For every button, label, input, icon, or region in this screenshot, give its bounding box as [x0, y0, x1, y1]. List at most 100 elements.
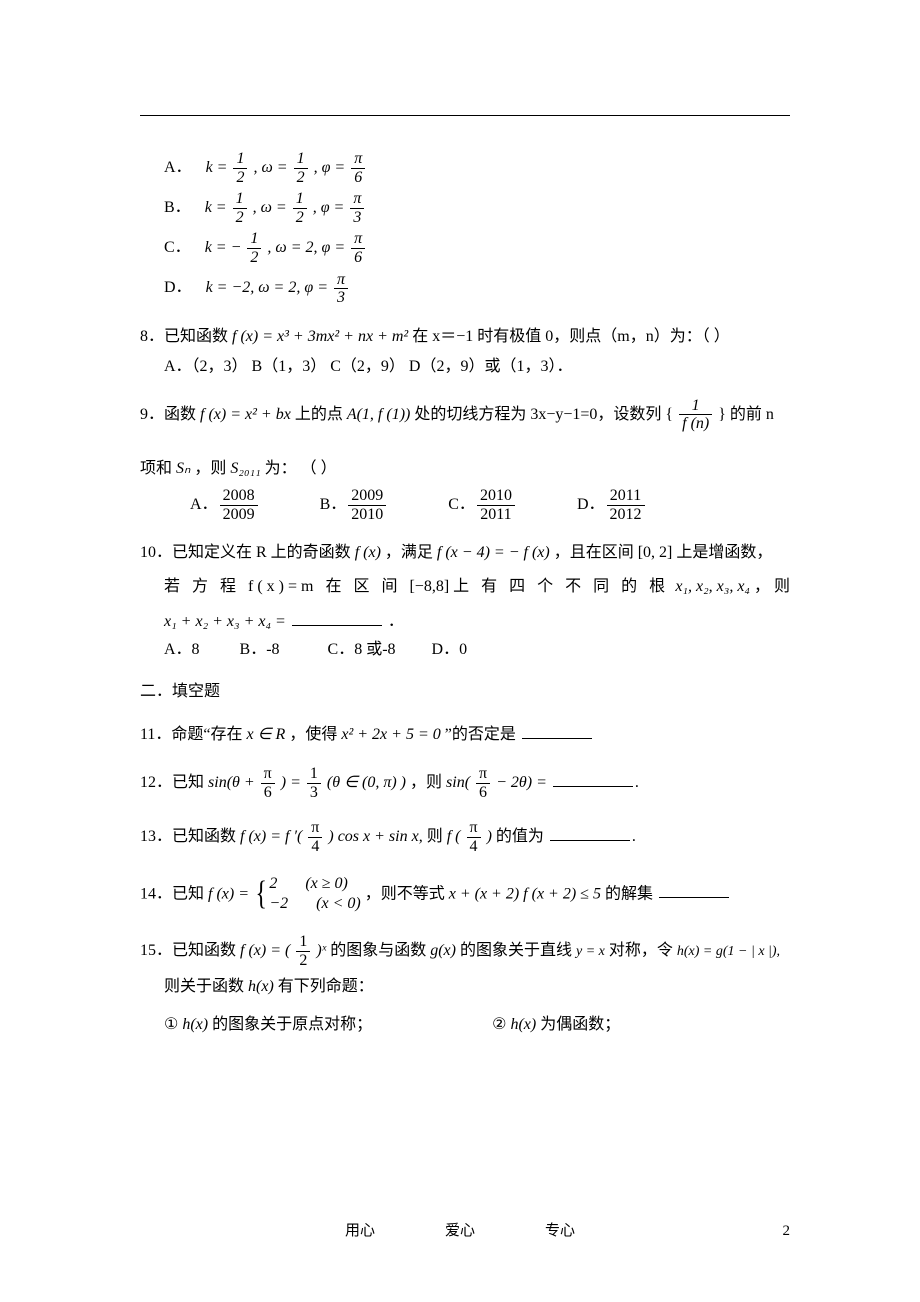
t: , ω = 2, φ =: [267, 239, 345, 256]
frac: π6: [351, 150, 365, 186]
t: 有下列命题：: [278, 978, 374, 995]
t: 为偶函数；: [540, 1016, 620, 1033]
d: 2011: [477, 505, 515, 524]
frac: π3: [350, 190, 364, 226]
fx: f (x) =: [208, 885, 253, 902]
n: 1: [247, 230, 261, 248]
piecewise: { 2(x ≥ 0) −2(x < 0): [253, 874, 361, 916]
frac: 20082009: [220, 487, 258, 523]
yx: y = x: [576, 944, 605, 959]
frac: 12: [233, 150, 247, 186]
q9-fx: f (x) = x² + bx: [200, 406, 291, 423]
d: 3: [350, 208, 364, 227]
t: 的图象关于直线: [460, 942, 576, 959]
d: 2: [247, 248, 261, 267]
t: 11．命题“存在: [140, 726, 247, 743]
t: ，满足: [385, 544, 437, 561]
n: π: [351, 150, 365, 168]
q8-fx: f (x) = x³ + 3mx² + nx + m²: [232, 328, 408, 345]
n: π: [351, 230, 365, 248]
n: 1: [679, 397, 712, 415]
frac: 20112012: [607, 487, 645, 523]
t: , φ =: [314, 159, 346, 176]
frac: 13: [307, 765, 321, 801]
cases: 2(x ≥ 0) −2(x < 0): [269, 874, 360, 916]
frac: π4: [308, 819, 322, 855]
q9-opts: A．20082009 B．20092010 C． 2010 2011 D．20112…: [190, 487, 790, 523]
d: 4: [308, 837, 322, 856]
eq: x² + 2x + 5 = 0: [341, 726, 440, 743]
opt-label: D．: [164, 279, 192, 296]
frac: 12: [233, 190, 247, 226]
n: π: [261, 765, 275, 783]
footer-b: 爱心: [445, 1220, 475, 1243]
t: 上的点: [295, 406, 347, 423]
t: 上 有 四 个 不 同 的 根: [453, 578, 669, 595]
t: 的值为: [496, 828, 544, 845]
n: π: [308, 819, 322, 837]
hx: h(x): [248, 978, 274, 995]
d: 2010: [348, 505, 386, 524]
t: ，则: [410, 774, 446, 791]
t: k =: [206, 159, 228, 176]
l: C．: [448, 496, 475, 513]
t: 则: [427, 828, 447, 845]
d: 3: [307, 783, 321, 802]
q8-post: 在 x＝−1 时有极值 0，则点（m，n）为：（ ）: [412, 328, 729, 345]
footer-a: 用心: [345, 1220, 375, 1243]
n: 2009: [348, 487, 386, 505]
d: 2: [294, 168, 308, 187]
t: ，则: [194, 460, 230, 477]
t: , ω =: [253, 199, 287, 216]
q7-opt-d: D． k = −2, ω = 2, φ = π3: [164, 271, 790, 307]
s2011: S₂₀₁₁: [230, 460, 260, 477]
blank: [553, 770, 633, 787]
n: 1: [307, 765, 321, 783]
q9-opt-d: D．20112012: [577, 487, 647, 523]
t: ，则不等式: [365, 885, 449, 902]
t: ，且在区间 [0, 2] 上是增函数，: [554, 544, 773, 561]
q9-opt-a: A．20082009: [190, 487, 260, 523]
t: 13．已知函数: [140, 828, 240, 845]
q11: 11．命题“存在 x ∈ R ，使得 x² + 2x + 5 = 0 ”的否定是: [140, 722, 790, 747]
hx: h(x): [510, 1016, 536, 1033]
t: k = −: [205, 239, 242, 256]
blank: [550, 824, 630, 841]
d: 2012: [607, 505, 645, 524]
t: } 的前 n: [718, 406, 774, 423]
t: , φ =: [313, 199, 345, 216]
d: 2: [293, 208, 307, 227]
q9-opt-b: B．20092010: [320, 487, 389, 523]
q9-line2: 项和 Sₙ ，则 S₂₀₁₁ 为： （ ）: [140, 457, 790, 481]
t: 的图象与函数: [330, 942, 430, 959]
q8-opts: A．（2，3） B（1，3） C（2，9） D（2，9）或（1，3）．: [164, 355, 790, 379]
l: B．: [320, 496, 347, 513]
q7-opt-a: A． k = 12 , ω = 12 , φ = π6: [164, 150, 790, 186]
opt-label: C．: [164, 239, 191, 256]
hx: h(x) = g(1 − | x |),: [677, 944, 780, 959]
section-2-title: 二．填空题: [140, 680, 790, 704]
t: ) cos x + sin x,: [328, 828, 422, 845]
frac: π6: [261, 765, 275, 801]
n: 1: [294, 150, 308, 168]
t: ， 则: [754, 578, 790, 595]
d: 3: [334, 288, 348, 307]
frac: 12: [293, 190, 307, 226]
t: − 2θ) =: [496, 774, 551, 791]
dom: (θ ∈ (0, π) ): [327, 774, 406, 791]
t: sin(θ +: [208, 774, 259, 791]
n: π: [334, 271, 348, 289]
t: 的图象关于原点对称；: [212, 1016, 372, 1033]
t: 14．已知: [140, 885, 208, 902]
gx: g(x): [430, 942, 456, 959]
d: 2: [233, 208, 247, 227]
ineq: x + (x + 2) f (x + 2) ≤ 5: [449, 885, 601, 902]
t: 处的切线方程为 3x−y−1=0，设数列 {: [414, 406, 673, 423]
v: −2: [269, 894, 288, 915]
q8: 8．已知函数 f (x) = x³ + 3mx² + nx + m² 在 x＝−…: [140, 325, 790, 379]
q15-line2: 则关于函数 h(x) 有下列命题：: [164, 975, 790, 999]
t: 15．已知函数: [140, 942, 240, 959]
fx: f (x): [355, 544, 381, 561]
q13: 13．已知函数 f (x) = f ′( π4 ) cos x + sin x,…: [140, 819, 790, 855]
t: ①: [164, 1016, 182, 1033]
